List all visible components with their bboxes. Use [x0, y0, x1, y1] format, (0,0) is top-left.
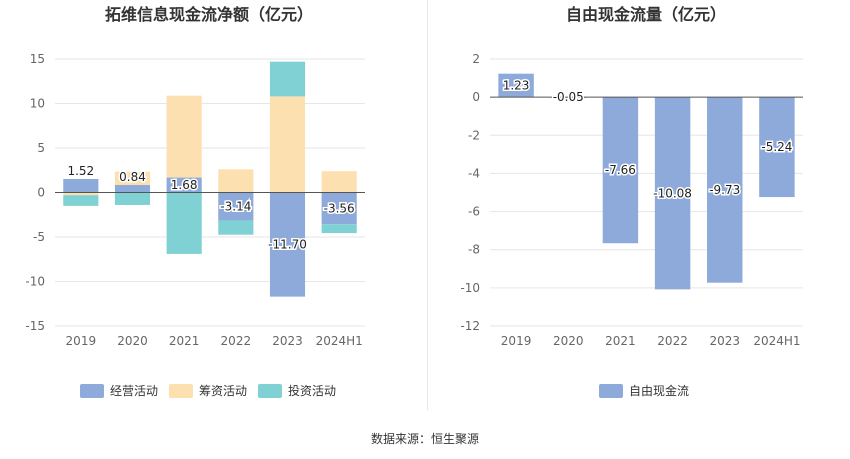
data-label: 0.84 [119, 170, 146, 184]
data-label: -10.08 [653, 186, 692, 200]
bar-free-2021 [602, 97, 639, 244]
bar-operating-2019 [63, 178, 99, 193]
y-tick-label: -10 [460, 281, 480, 295]
y-tick-label: 0 [472, 90, 480, 104]
y-tick-label: -5 [33, 230, 45, 244]
x-tick-label: 2023 [272, 334, 303, 348]
bar-free-2019 [498, 73, 534, 98]
data-label: 1.23 [503, 78, 530, 92]
y-tick-label: -12 [460, 319, 480, 333]
cash-flow-net-chart: 拓维信息现金流净额（亿元） 15 10 5 0 -5 -10 -15 2019 2020 2021 2… [25, 5, 365, 398]
data-label: 1.68 [171, 178, 198, 192]
bar-operating-2023 [269, 192, 306, 297]
y-tick-label: 0 [37, 186, 45, 200]
y-tick-label: -4 [468, 166, 480, 180]
bar-operating-2022 [218, 192, 254, 221]
legend-swatch [80, 384, 104, 398]
bar-operating-2020 [114, 185, 151, 193]
bar-investing-2024H1 [321, 224, 357, 234]
y-tick-label: 15 [30, 52, 45, 66]
chart-title: 拓维信息现金流净额（亿元） [105, 5, 313, 24]
bar-free-2024H1 [759, 97, 795, 198]
bar-financing-2024H1 [321, 171, 357, 193]
y-tick-label: 10 [30, 97, 45, 111]
x-tick-label: 2021 [169, 334, 200, 348]
data-label: -0.05 [553, 90, 584, 104]
x-tick-label: 2019 [501, 334, 532, 348]
data-label: -5.24 [761, 140, 792, 154]
y-tick-label: -10 [25, 275, 45, 289]
data-label: -3.14 [220, 199, 251, 213]
data-source-label: 数据来源：恒生聚源 [370, 432, 479, 446]
legend-label: 筹资活动 [199, 384, 247, 398]
bar-free-2022 [654, 97, 691, 290]
bar-investing-2023 [269, 61, 306, 97]
data-label: -11.70 [268, 238, 307, 252]
x-tick-label: 2019 [66, 334, 97, 348]
bar-financing-2020 [114, 171, 151, 186]
legend-swatch [258, 384, 282, 398]
chart-divider [427, 0, 428, 410]
legend-label: 自由现金流 [629, 383, 689, 398]
y-tick-label: 5 [37, 141, 45, 155]
x-tick-label: 2024H1 [316, 334, 363, 348]
x-tick-label: 2020 [553, 334, 584, 348]
bar-operating-2024H1 [321, 192, 357, 225]
legend-swatch [599, 384, 623, 398]
bar-investing-2019 [63, 195, 99, 206]
bar-operating-2021 [166, 177, 202, 193]
x-tick-label: 2023 [709, 334, 740, 348]
free-cash-flow-chart: 自由现金流量（亿元） 2 0 -2 -4 -6 -8 -10 -12 2019 2020 2021 20… [460, 5, 803, 398]
y-tick-label: 2 [472, 52, 480, 66]
legend-label: 投资活动 [288, 383, 336, 398]
bar-investing-2020 [114, 192, 151, 205]
y-tick-label: -2 [468, 128, 480, 142]
data-label: 1.52 [67, 164, 94, 178]
data-label: -9.73 [709, 183, 740, 197]
x-tick-label: 2022 [221, 334, 252, 348]
y-tick-label: -6 [468, 205, 480, 219]
legend-swatch [169, 384, 193, 398]
bar-financing-2021 [166, 95, 202, 178]
legend-label: 经营活动 [110, 384, 158, 398]
data-label: -3.56 [324, 201, 355, 215]
bar-investing-2022 [218, 220, 254, 235]
y-tick-label: -15 [25, 319, 45, 333]
bar-investing-2021 [166, 192, 202, 254]
bar-financing-2023 [269, 96, 306, 193]
x-tick-label: 2020 [117, 334, 148, 348]
data-label: -7.66 [605, 163, 636, 177]
x-tick-label: 2022 [657, 334, 688, 348]
bar-financing-2019 [63, 192, 99, 196]
x-tick-label: 2024H1 [753, 334, 800, 348]
chart-title: 自由现金流量（亿元） [566, 5, 726, 24]
bar-financing-2022 [218, 169, 254, 193]
y-tick-label: -8 [468, 243, 480, 257]
bar-free-2023 [707, 97, 743, 283]
x-tick-label: 2021 [605, 334, 636, 348]
